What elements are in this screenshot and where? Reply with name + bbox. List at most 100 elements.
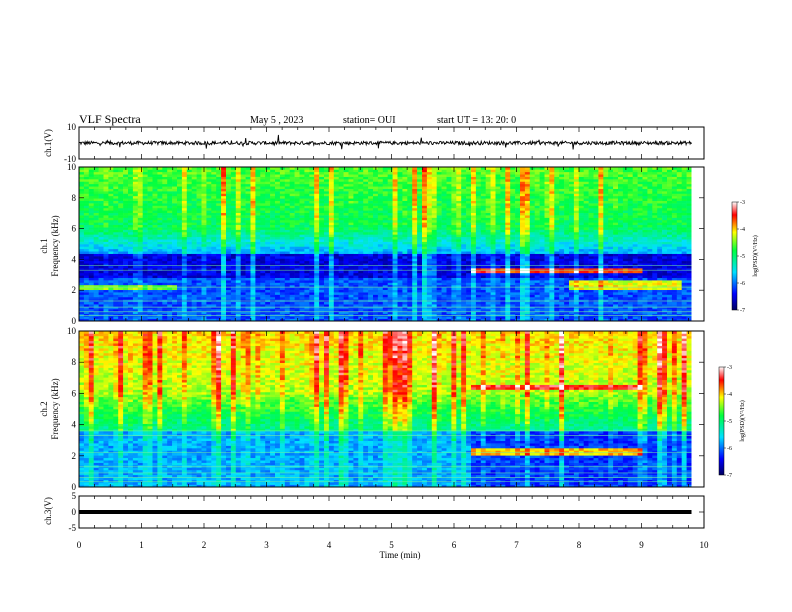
ch1-spectrogram-cell xyxy=(368,236,374,240)
ch1-spectrogram-cell xyxy=(270,272,276,276)
ch1-spectrogram-cell xyxy=(324,284,330,288)
ch1-spectrogram-cell xyxy=(245,188,251,192)
ch1-spectrogram-cell xyxy=(250,272,256,276)
ch1-spectrogram-cell xyxy=(230,301,237,305)
ch1-spectrogram-cell xyxy=(368,234,374,238)
ch1-spectrogram-cell xyxy=(191,248,197,252)
ch1-spectrogram-cell xyxy=(118,171,124,175)
ch1-spectrogram-cell xyxy=(348,179,354,182)
ch1-spectrogram-cell xyxy=(108,316,114,319)
ch1-spectrogram-cell xyxy=(152,239,158,242)
ch1-spectrogram-cell xyxy=(328,308,335,312)
ch1-spectrogram-cell xyxy=(304,219,310,223)
ch1-spectrogram-cell xyxy=(377,241,384,245)
header-date: May 5 , 2023 xyxy=(250,115,303,126)
ch1-spectrogram-cell xyxy=(324,282,330,286)
ch1-spectrogram-cell xyxy=(392,277,398,281)
ch1-spectrogram-cell xyxy=(412,256,418,259)
ch1-spectrogram-cell xyxy=(216,248,222,252)
ch1-spectrogram-cell xyxy=(221,244,227,247)
ch1-spectrogram-cell xyxy=(181,282,188,286)
ch1-spectrogram-cell xyxy=(275,318,281,322)
ch1-spectrogram-cell xyxy=(137,289,143,293)
ch1-spectrogram-cell xyxy=(343,306,349,310)
ch1-spectrogram-cell xyxy=(186,280,192,283)
ch1-spectrogram-cell xyxy=(412,308,418,312)
ch1-spectrogram-cell xyxy=(333,234,339,238)
ch1-spectrogram-cell xyxy=(275,270,281,274)
ch1-spectrogram-cell xyxy=(333,193,339,197)
ch1-spectrogram-cell xyxy=(270,287,276,291)
ch1-spectrogram-cell xyxy=(358,191,364,194)
ch1-spectrogram-cell xyxy=(299,229,305,233)
ch1-spectrogram-cell xyxy=(128,248,134,252)
ch1-spectrogram-cell xyxy=(132,176,139,180)
ch1-spectrogram-cell xyxy=(142,289,148,293)
ch1-spectrogram-cell xyxy=(181,169,188,173)
ch1-spectrogram-cell xyxy=(128,203,134,206)
ch1-spectrogram-cell xyxy=(431,316,437,319)
ch1-spectrogram-cell xyxy=(348,292,354,295)
ch1-spectrogram-cell xyxy=(392,294,398,298)
ch1-spectrogram-cell xyxy=(265,215,271,218)
ch1-spectrogram-cell xyxy=(162,308,168,312)
ch1-spectrogram-cell xyxy=(270,280,276,283)
ch1-spectrogram-cell xyxy=(431,241,437,245)
ch1-spectrogram-cell xyxy=(338,191,344,194)
ch1-spectrogram-cell xyxy=(226,169,232,173)
ch1-spectrogram-cell xyxy=(373,188,379,192)
ch1-spectrogram-cell xyxy=(299,306,305,310)
ch1-spectrogram-cell xyxy=(172,186,178,189)
ch1-spectrogram-cell xyxy=(319,200,325,204)
ch1-spectrogram-cell xyxy=(128,284,134,288)
ch1-spectrogram-cell xyxy=(426,183,433,187)
ch1-spectrogram-cell xyxy=(353,212,359,216)
ch1-spectrogram-cell xyxy=(294,174,300,177)
ch1-spectrogram-cell xyxy=(181,280,188,283)
ch1-spectrogram-cell xyxy=(446,171,452,175)
ch1-spectrogram-cell xyxy=(299,292,305,295)
ch1-spectrogram-cell xyxy=(132,316,139,319)
ch1-spectrogram-cell xyxy=(412,318,418,322)
ch1-spectrogram-cell xyxy=(446,287,452,291)
ch1-spectrogram-cell xyxy=(358,272,364,276)
ch1-spectrogram-cell xyxy=(88,258,94,262)
ch1-spectrogram-cell xyxy=(358,169,364,173)
ch1-spectrogram-cell xyxy=(363,224,369,228)
ch1-spectrogram-cell xyxy=(226,287,232,291)
ch1-spectrogram-cell xyxy=(206,253,212,257)
ch1-spectrogram-cell xyxy=(387,301,393,305)
ch1-spectrogram-cell xyxy=(123,222,129,226)
ch1-spectrogram-cell xyxy=(373,287,379,291)
ch1-spectrogram-cell xyxy=(83,248,90,252)
ch1-spectrogram-cell xyxy=(118,256,124,259)
ch1-spectrogram-cell xyxy=(304,284,310,288)
ch1-spectrogram-cell xyxy=(88,289,94,293)
ch1-spectrogram-cell xyxy=(417,210,423,214)
ch1-spectrogram-cell xyxy=(392,195,398,199)
ch1-spectrogram-cell xyxy=(226,167,232,170)
ch1-spectrogram-cell xyxy=(426,174,433,177)
ch1-spectrogram-cell xyxy=(275,181,281,185)
ch1-spectrogram-cell xyxy=(181,244,188,247)
ch1-spectrogram-cell xyxy=(245,200,251,204)
ch1-spectrogram-cell xyxy=(265,169,271,173)
ch1-spectrogram-cell xyxy=(113,222,119,226)
ch1-spectrogram-cell xyxy=(417,239,423,242)
ch1-spectrogram-cell xyxy=(83,265,90,269)
ch1-spectrogram-cell xyxy=(123,210,129,214)
ch1-spectrogram-cell xyxy=(265,260,271,264)
ch1-spectrogram-cell xyxy=(289,246,295,250)
ch1-spectrogram-cell xyxy=(98,174,104,177)
ch1-spectrogram-cell xyxy=(211,311,217,315)
ch1-spectrogram-cell xyxy=(181,224,188,228)
ch1-spectrogram-cell xyxy=(304,244,310,247)
ch1-spectrogram-cell xyxy=(402,217,408,221)
ch1-spectrogram-cell xyxy=(142,265,148,269)
ch1-spectrogram-cell xyxy=(284,171,290,175)
ch1-spectrogram-cell xyxy=(132,203,139,206)
ch1-spectrogram-cell xyxy=(265,241,271,245)
ch1-spectrogram-cell xyxy=(211,181,217,185)
ch1-spectrogram-cell xyxy=(147,263,153,266)
ch1-spectrogram-cell xyxy=(260,227,266,230)
